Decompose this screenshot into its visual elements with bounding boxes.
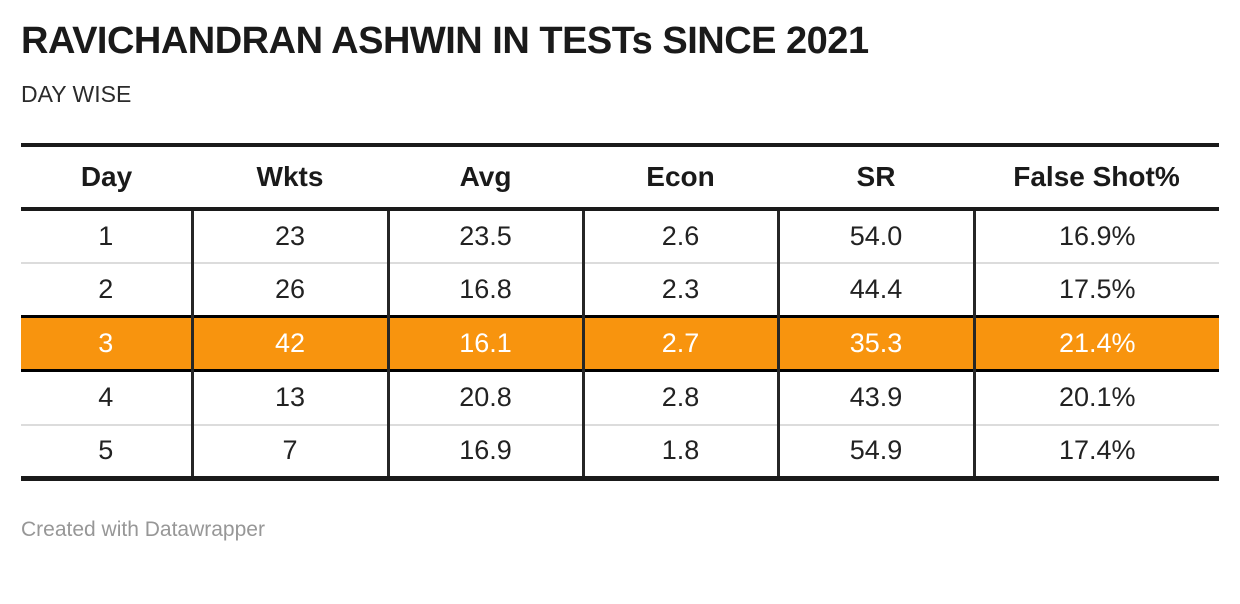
table-cell: 16.1 — [386, 316, 583, 371]
table-cell: 2 — [98, 273, 114, 304]
table-cell: 4 — [98, 382, 114, 413]
table-cell: 54.0 — [776, 208, 974, 263]
table-cell: 5 — [98, 435, 114, 466]
table-cell: 43.9 — [776, 370, 974, 425]
table-cell: 1 — [98, 220, 114, 251]
table-header: Day Wkts Avg Econ SR False Shot% — [21, 144, 1219, 211]
table-cell: 20.8 — [386, 370, 583, 425]
table-cell: 2.6 — [581, 208, 778, 263]
column-header: Avg — [388, 144, 583, 211]
table-cell: 7 — [190, 424, 388, 479]
table-cell: 3 — [98, 328, 114, 359]
table-cell: 2.8 — [581, 370, 778, 425]
table-row: 1 23 23.5 2.6 54.0 16.9% — [21, 208, 1219, 263]
table-cell: 13 — [190, 370, 388, 425]
table-cell: 26 — [190, 262, 388, 317]
table-row: 4 13 20.8 2.8 43.9 20.1% — [21, 370, 1219, 425]
table-cell: 20.1% — [972, 370, 1219, 425]
page-title: RAVICHANDRAN ASHWIN IN TESTs SINCE 2021 — [21, 20, 869, 62]
table-cell: 21.4% — [972, 316, 1219, 371]
column-header: False Shot% — [974, 144, 1219, 211]
table-cell: 2.3 — [581, 262, 778, 317]
table-cell: 42 — [190, 316, 388, 371]
table-cell: 16.9 — [386, 424, 583, 479]
table-cell: 44.4 — [776, 262, 974, 317]
column-header: SR — [778, 144, 974, 211]
table-cell: 16.8 — [386, 262, 583, 317]
table-cell: 35.3 — [776, 316, 974, 371]
table-cell: 16.9% — [972, 208, 1219, 263]
table-cell: 17.5% — [972, 262, 1219, 317]
table-row-highlighted: 3 42 16.1 2.7 35.3 21.4% — [21, 316, 1219, 371]
table-cell: 23 — [190, 208, 388, 263]
table-header-row: Day Wkts Avg Econ SR False Shot% — [21, 144, 1219, 211]
column-header: Econ — [583, 144, 778, 211]
table-cell: 23.5 — [386, 208, 583, 263]
table-cell: 17.4% — [972, 424, 1219, 479]
table-cell: 1.8 — [581, 424, 778, 479]
table-body: 1 23 23.5 2.6 54.0 16.9% 2 26 16.8 2.3 44.4 17.5% 3 4… — [21, 208, 1219, 479]
table-row: 5 7 16.9 1.8 54.9 17.4% — [21, 424, 1219, 479]
chart-container: RAVICHANDRAN ASHWIN IN TESTs SINCE 2021 … — [21, 20, 1219, 542]
stats-table: Day Wkts Avg Econ SR False Shot% 1 23 23.5 2.6 54… — [21, 142, 1219, 482]
table-cell: 54.9 — [776, 424, 974, 479]
table-row: 2 26 16.8 2.3 44.4 17.5% — [21, 262, 1219, 317]
column-header: Day — [21, 144, 192, 211]
table-cell: 2.7 — [581, 316, 778, 371]
chart-subtitle: DAY WISE — [21, 80, 132, 107]
column-header: Wkts — [192, 144, 388, 211]
datawrapper-credit: Created with Datawrapper — [21, 518, 265, 542]
